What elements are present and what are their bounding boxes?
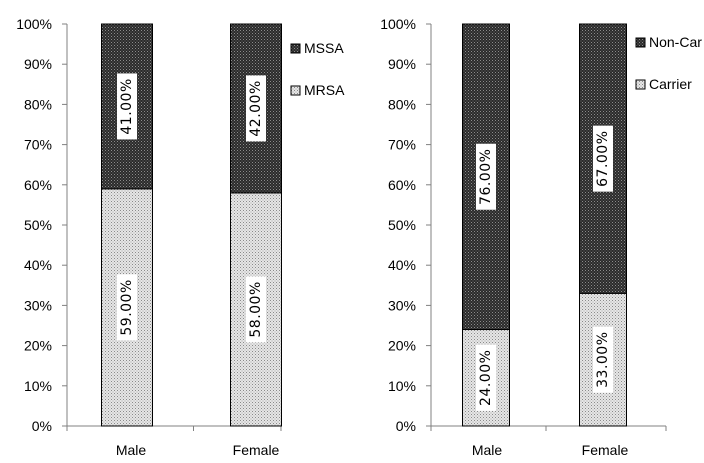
data-label-mrsa-female: 58.00% [248, 281, 264, 337]
legend-swatch-non-car [636, 38, 645, 47]
data-label-mssa-female: 42.00% [248, 80, 264, 136]
legend-swatch-mssa [291, 44, 300, 53]
data-label-mrsa-male: 59.00% [119, 279, 135, 335]
data-label-mssa-male: 41.00% [119, 78, 135, 134]
y-tick-label: 50% [388, 217, 416, 233]
data-label-carrier-male: 24.00% [478, 350, 494, 406]
y-tick-label: 30% [388, 297, 416, 313]
data-label-non-car-male: 76.00% [478, 149, 494, 205]
y-tick-label: 0% [32, 418, 52, 434]
y-tick-label: 70% [24, 137, 52, 153]
y-tick-label: 50% [24, 217, 52, 233]
x-tick-label-female: Female [233, 442, 280, 458]
y-tick-label: 10% [24, 378, 52, 394]
chart-carrier-noncarrier: 0% 10% 20% 30% 40% 50% 60% 70% 80% 90% 100% Male Fem… [380, 16, 702, 458]
y-tick-label: 40% [388, 257, 416, 273]
x-tick-label-female: Female [582, 442, 629, 458]
y-tick-label: 80% [388, 96, 416, 112]
y-tick-label: 90% [24, 56, 52, 72]
data-label-non-car-female: 67.00% [595, 130, 611, 186]
legend-label-mrsa: MRSA [304, 82, 345, 98]
y-tick-label: 90% [388, 56, 416, 72]
chart-mrsa-mssa: 0% 10% 20% 30% 40% 50% 60% 70% 80% 90% 100% Male Fem… [16, 16, 345, 458]
y-tick-label: 100% [16, 16, 52, 32]
x-tick-label-male: Male [472, 442, 503, 458]
y-tick-label: 30% [24, 297, 52, 313]
legend-label-mssa: MSSA [304, 40, 344, 56]
y-tick-label: 70% [388, 137, 416, 153]
y-tick-label: 80% [24, 96, 52, 112]
y-tick-label: 0% [396, 418, 416, 434]
y-tick-label: 60% [24, 177, 52, 193]
y-tick-label: 100% [380, 16, 416, 32]
y-tick-label: 40% [24, 257, 52, 273]
x-tick-label-male: Male [116, 442, 147, 458]
legend-swatch-carrier [636, 80, 645, 89]
y-tick-label: 60% [388, 177, 416, 193]
legend-label-carrier: Carrier [649, 76, 692, 92]
legend-label-non-car: Non-Car [649, 34, 702, 50]
data-label-carrier-female: 33.00% [595, 331, 611, 387]
y-tick-label: 10% [388, 378, 416, 394]
y-tick-label: 20% [388, 338, 416, 354]
legend-swatch-mrsa [291, 86, 300, 95]
y-tick-label: 20% [24, 338, 52, 354]
